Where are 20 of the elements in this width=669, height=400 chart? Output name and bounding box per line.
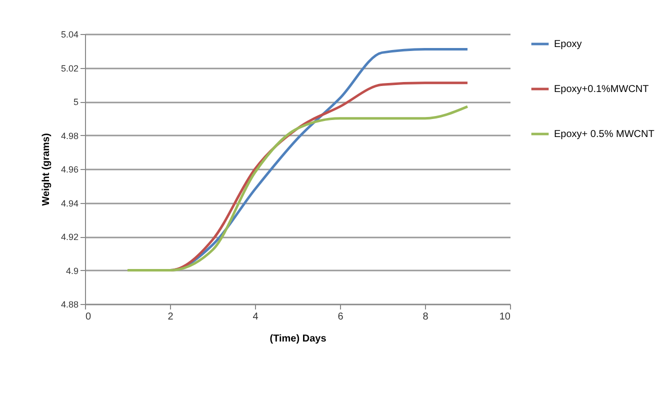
x-tick-label: 8 [422,312,429,322]
x-tick-label: 10 [499,312,511,322]
y-tick-label: 5.02 [60,63,78,74]
y-tick-label: 4.88 [60,300,78,310]
x-axis-title: (Time) Days [270,334,327,344]
legend-label: Epoxy [554,39,582,50]
y-tick-label: 5.04 [60,30,78,40]
x-tick-label: 2 [168,312,174,322]
y-tick-label: 4.92 [60,232,78,242]
x-tick-label: 4 [252,312,259,322]
x-tick-label: 0 [86,312,92,322]
y-tick-label: 5 [73,97,78,107]
y-axis-title: Weight (grams) [40,133,52,206]
y-tick-label: 4.94 [60,198,78,208]
legend-label: Epoxy+ 0.5% MWCNT [554,129,654,140]
legend-label: Epoxy+0.1%MWCNT [554,84,649,95]
y-tick-label: 4.98 [60,130,78,141]
y-tick-label: 4.96 [60,164,78,174]
x-tick-label: 6 [338,312,344,322]
y-tick-label: 4.9 [66,266,78,276]
